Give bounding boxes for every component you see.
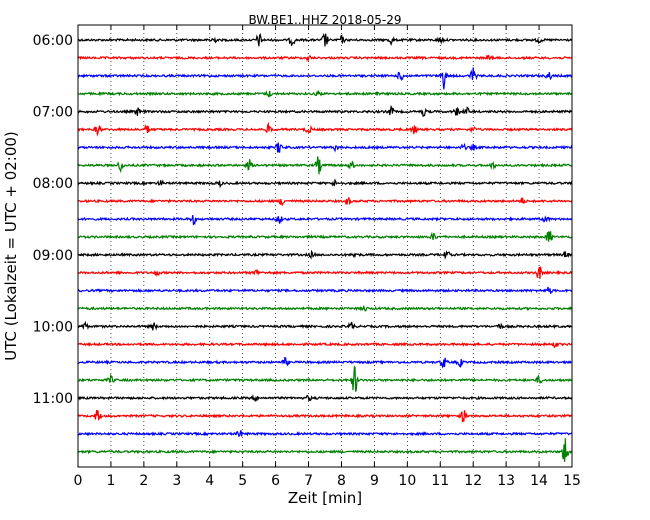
trace-0615: [77, 54, 573, 63]
y-tick-label-3: 09:00: [33, 248, 73, 264]
trace-1130: [77, 430, 573, 438]
x-tick-label-9: 9: [370, 473, 379, 489]
trace-1145: [77, 438, 572, 462]
y-tick-label-4: 10:00: [33, 319, 73, 335]
trace-1115: [77, 410, 572, 423]
trace-1015: [77, 341, 573, 349]
trace-0645: [77, 90, 573, 98]
x-tick-label-14: 14: [530, 473, 548, 489]
trace-0845: [78, 231, 573, 242]
trace-0730: [77, 142, 573, 153]
y-axis-label: UTC (Lokalzeit = UTC + 02:00): [2, 131, 20, 361]
trace-0600: [77, 32, 573, 47]
x-tick-label-2: 2: [139, 473, 148, 489]
x-axis-label: Zeit [min]: [288, 489, 362, 507]
trace-0630: [77, 67, 573, 90]
x-tick-label-4: 4: [205, 473, 214, 489]
trace-1030: [77, 356, 572, 369]
trace-0830: [77, 215, 573, 226]
x-tick-label-12: 12: [464, 473, 482, 489]
seismic-traces: [77, 32, 573, 462]
trace-0900: [77, 249, 573, 260]
x-tick-label-7: 7: [304, 473, 313, 489]
x-tick-label-13: 13: [497, 473, 515, 489]
x-axis-ticks: 0 1 2 3 4 5 6 7 8 9 10 11 12 13 14 15: [74, 25, 581, 489]
y-tick-label-5: 11:00: [33, 391, 73, 407]
y-axis-ticks: 06:00 07:00 08:00 09:00 10:00 11:00: [33, 33, 572, 407]
chart-title: BW.BE1..HHZ 2018-05-29: [248, 13, 401, 27]
trace-0745: [77, 156, 573, 175]
plot-frame: [77, 24, 573, 468]
x-tick-label-8: 8: [337, 473, 346, 489]
trace-1000: [77, 320, 572, 331]
trace-0700: [77, 104, 573, 118]
grid-lines: [110, 25, 540, 467]
x-tick-label-10: 10: [398, 473, 416, 489]
y-tick-label-1: 07:00: [33, 105, 73, 121]
trace-0945: [77, 305, 573, 312]
trace-0715: [77, 121, 573, 137]
trace-1045: [77, 365, 573, 392]
x-tick-label-0: 0: [74, 473, 83, 489]
x-tick-label-15: 15: [563, 473, 581, 489]
x-tick-label-1: 1: [106, 473, 115, 489]
x-tick-label-5: 5: [238, 473, 247, 489]
trace-0930: [77, 286, 573, 294]
trace-0815: [77, 196, 573, 207]
y-tick-label-2: 08:00: [33, 176, 73, 192]
y-tick-label-0: 06:00: [33, 33, 73, 49]
trace-0915: [77, 266, 573, 279]
x-tick-label-6: 6: [271, 473, 280, 489]
trace-1100: [77, 394, 573, 402]
trace-0800: [77, 178, 573, 189]
x-tick-label-3: 3: [172, 473, 181, 489]
x-tick-label-11: 11: [431, 473, 449, 489]
